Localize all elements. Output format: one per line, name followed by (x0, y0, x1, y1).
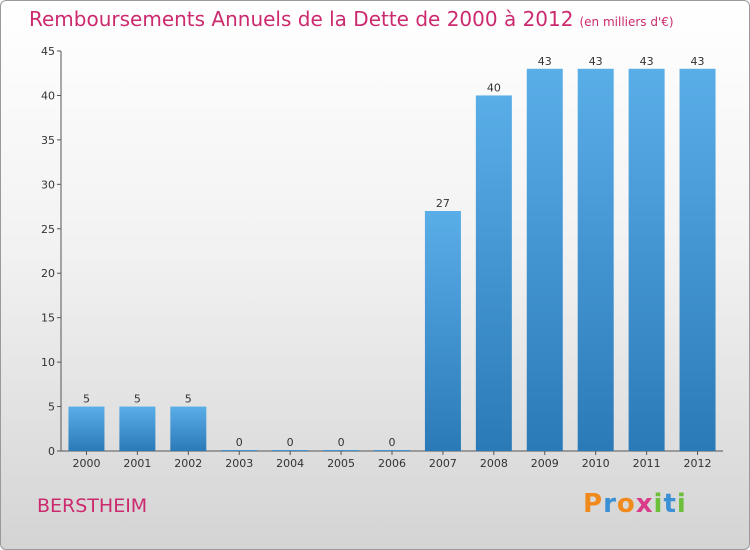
value-label-2011: 43 (640, 55, 654, 68)
bar-2009 (526, 68, 563, 452)
title-text: Remboursements Annuels de la Dette de 20… (29, 7, 574, 31)
value-label-2001: 5 (134, 393, 141, 406)
x-tick-label-2004: 2004 (276, 457, 304, 470)
y-tick-label: 0 (48, 445, 55, 458)
y-tick-label: 35 (41, 134, 55, 147)
bar-2012 (679, 68, 716, 452)
y-tick-label: 10 (41, 356, 55, 369)
x-tick-label-2005: 2005 (327, 457, 355, 470)
city-name: BERSTHEIM (37, 495, 148, 517)
unit-label: (en milliers d'€) (579, 15, 674, 29)
logo-letter: o (616, 489, 636, 519)
x-tick-label-2008: 2008 (480, 457, 508, 470)
bar-2002 (170, 406, 207, 451)
value-label-2006: 0 (389, 436, 396, 449)
bar-2005 (323, 450, 360, 451)
x-tick-label-2002: 2002 (174, 457, 202, 470)
value-label-2005: 0 (338, 436, 345, 449)
value-label-2009: 43 (538, 55, 552, 68)
bar-2001 (119, 406, 156, 451)
value-label-2010: 43 (589, 55, 603, 68)
value-label-2012: 43 (691, 55, 705, 68)
y-tick-label: 25 (41, 223, 55, 236)
x-tick-label-2009: 2009 (531, 457, 559, 470)
bar-2003 (221, 450, 258, 451)
logo-letter: r (603, 489, 617, 519)
y-tick-label: 40 (41, 89, 55, 102)
bar-2007 (424, 211, 461, 451)
x-tick-label-2003: 2003 (225, 457, 253, 470)
value-label-2007: 27 (436, 197, 450, 210)
y-tick-label: 15 (41, 312, 55, 325)
value-label-2000: 5 (83, 393, 90, 406)
logo-letter: i (653, 489, 664, 519)
bar-2004 (272, 450, 309, 451)
x-tick-label-2006: 2006 (378, 457, 406, 470)
x-tick-label-2011: 2011 (633, 457, 661, 470)
x-tick-label-2010: 2010 (582, 457, 610, 470)
x-tick-label-2012: 2012 (684, 457, 712, 470)
bar-2010 (577, 68, 614, 452)
value-label-2008: 40 (487, 81, 501, 94)
y-tick-label: 30 (41, 178, 55, 191)
value-label-2002: 5 (185, 393, 192, 406)
bar-2000 (68, 406, 105, 451)
bar-2008 (475, 95, 512, 451)
y-tick-label: 5 (48, 401, 55, 414)
x-tick-label-2000: 2000 (72, 457, 100, 470)
bar-2011 (628, 68, 665, 452)
logo-letter: x (635, 489, 654, 519)
value-label-2004: 0 (287, 436, 294, 449)
bar-2006 (374, 450, 410, 451)
proxiti-logo[interactable]: Proxiti (583, 489, 687, 519)
logo-letter: t (663, 489, 677, 519)
chart-title: Remboursements Annuels de la Dette de 20… (29, 7, 674, 31)
logo-letter: P (583, 489, 604, 519)
y-tick-label: 45 (41, 45, 55, 58)
x-tick-label-2001: 2001 (123, 457, 151, 470)
value-label-2003: 0 (236, 436, 243, 449)
x-tick-label-2007: 2007 (429, 457, 457, 470)
bars: 5 5 5 0 0 0 0 27 40 43 43 43 43 (68, 55, 716, 452)
y-tick-label: 20 (41, 267, 55, 280)
axes: 0 5 10 15 20 25 30 35 40 45 2000 2001 2002 2003 2004 20… (41, 45, 723, 470)
logo-letter: i (676, 489, 687, 519)
